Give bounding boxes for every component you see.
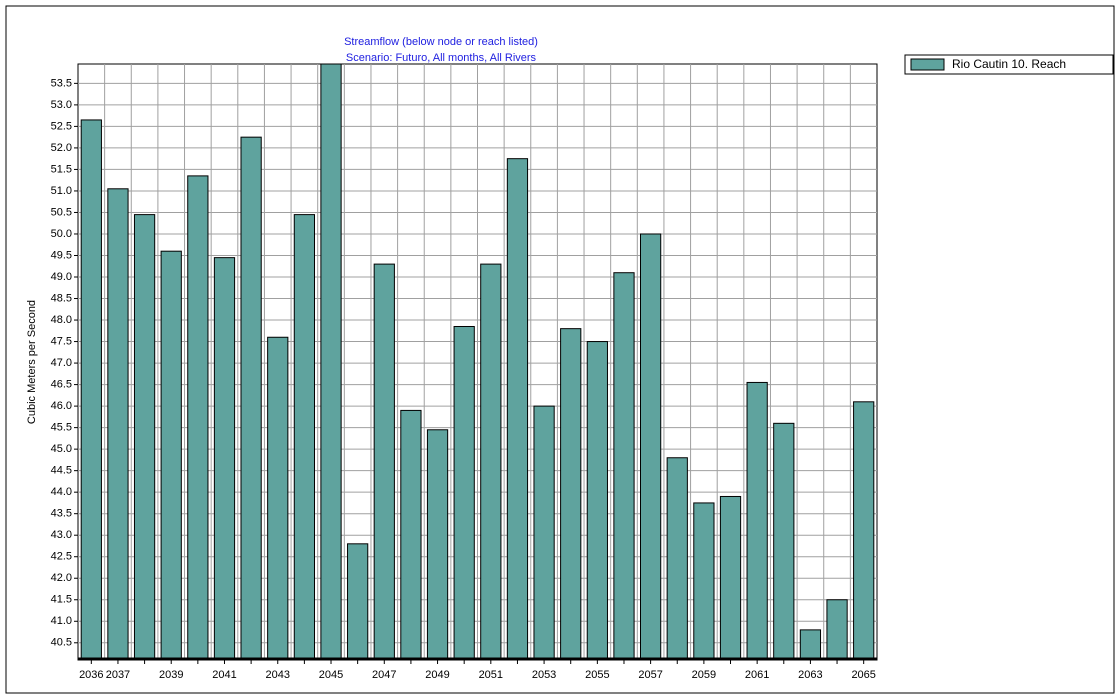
chart-subtitle: Scenario: Futuro, All months, All Rivers <box>346 52 537 64</box>
bar <box>187 175 209 661</box>
bar <box>773 422 795 661</box>
y-tick-label: 42.0 <box>51 572 72 584</box>
x-tick-label: 2065 <box>851 669 875 681</box>
bar <box>560 328 582 661</box>
bar <box>373 263 395 661</box>
bar <box>320 63 342 661</box>
bar <box>719 495 742 661</box>
bar <box>107 188 129 661</box>
y-tick-label: 53.0 <box>51 99 72 111</box>
x-tick-label: 2053 <box>532 669 556 681</box>
bar <box>293 214 316 661</box>
bar <box>133 214 156 661</box>
y-tick-label: 43.5 <box>51 508 72 520</box>
y-tick-label: 46.0 <box>51 400 72 412</box>
bar <box>480 263 502 661</box>
y-tick-label: 40.5 <box>51 637 72 649</box>
legend-swatch <box>910 58 945 71</box>
bar <box>506 158 529 661</box>
y-tick-label: 53.5 <box>51 77 72 89</box>
y-tick-label: 51.0 <box>51 185 72 197</box>
x-tick-label: 2041 <box>212 669 236 681</box>
x-tick-label: 2061 <box>745 669 769 681</box>
x-tick-label: 2055 <box>585 669 609 681</box>
y-tick-label: 52.0 <box>51 142 72 154</box>
bar <box>799 629 822 661</box>
bar <box>746 381 768 661</box>
y-tick-label: 48.5 <box>51 292 72 304</box>
y-tick-label: 41.0 <box>51 615 72 627</box>
bar <box>160 250 182 661</box>
x-tick-label: 2063 <box>798 669 822 681</box>
y-tick-label: 45.0 <box>51 443 72 455</box>
y-tick-label: 45.5 <box>51 422 72 434</box>
bar <box>80 119 102 661</box>
x-tick-label: 2039 <box>159 669 183 681</box>
y-tick-label: 47.5 <box>51 335 72 347</box>
bar <box>693 502 715 661</box>
y-tick-label: 46.5 <box>51 378 72 390</box>
bar <box>586 341 608 661</box>
bar <box>213 257 236 661</box>
y-tick-label: 41.5 <box>51 594 72 606</box>
chart-title: Streamflow (below node or reach listed) <box>344 36 538 48</box>
y-tick-label: 50.5 <box>51 206 72 218</box>
y-tick-label: 52.5 <box>51 120 72 132</box>
bar <box>666 457 688 661</box>
y-tick-label: 47.0 <box>51 357 72 369</box>
x-tick-label: 2057 <box>638 669 662 681</box>
bar <box>426 429 449 661</box>
bar <box>826 599 848 661</box>
y-tick-label: 42.5 <box>51 551 72 563</box>
x-tick-label: 2037 <box>106 669 130 681</box>
x-tick-label: 2059 <box>692 669 716 681</box>
bar <box>453 325 475 661</box>
legend-label: Rio Cautin 10. Reach <box>952 57 1066 71</box>
y-tick-label: 43.0 <box>51 529 72 541</box>
y-tick-label: 49.0 <box>51 271 72 283</box>
x-tick-label: 2049 <box>425 669 449 681</box>
y-tick-label: 44.0 <box>51 486 72 498</box>
bar <box>533 405 555 661</box>
bar <box>240 136 262 661</box>
x-tick-label: 2047 <box>372 669 396 681</box>
bar <box>347 543 369 661</box>
bar <box>400 409 422 661</box>
x-tick-label: 2051 <box>479 669 503 681</box>
legend-box <box>904 54 1114 75</box>
bar <box>639 233 662 661</box>
y-tick-label: 49.5 <box>51 249 72 261</box>
x-tick-label: 2045 <box>319 669 343 681</box>
y-tick-label: 51.5 <box>51 163 72 175</box>
y-tick-label: 48.0 <box>51 314 72 326</box>
y-tick-label: 50.0 <box>51 228 72 240</box>
y-tick-label: 44.5 <box>51 465 72 477</box>
y-axis-label: Cubic Meters per Second <box>26 300 38 424</box>
bar <box>613 272 635 661</box>
x-tick-label: 2036 <box>79 669 103 681</box>
x-tick-label: 2043 <box>266 669 290 681</box>
bar <box>853 401 875 661</box>
bar <box>267 336 289 661</box>
